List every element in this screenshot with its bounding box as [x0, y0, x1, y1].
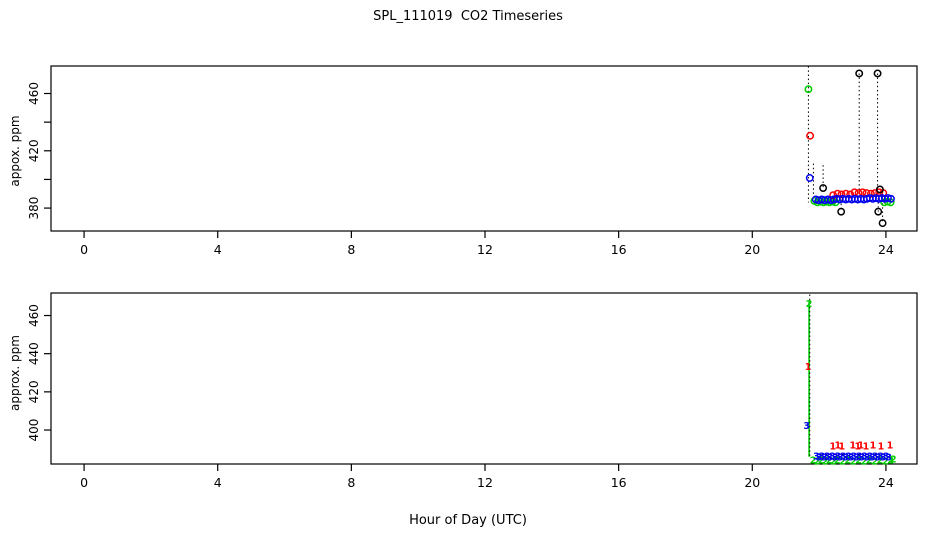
line3-blue-point: 3 [864, 453, 871, 464]
line3-blue-point: 3 [829, 452, 836, 463]
line3-blue-point: 3 [837, 453, 844, 464]
co2-red-point [846, 190, 855, 199]
line3-blue-point: 3 [816, 453, 823, 464]
bottom-panel-x-tick-label: 20 [744, 475, 760, 490]
top-panel-y-tick-label: 420 [27, 139, 41, 162]
line1-red-point: 1 [858, 440, 865, 451]
line2-green-point: 2 [882, 457, 889, 468]
line2-green-point: 2 [850, 457, 857, 468]
bottom-panel-x-tick-label: 16 [611, 475, 627, 490]
line3-blue-point: 3 [856, 452, 863, 463]
bottom-panel-box [50, 292, 918, 465]
line2-green-point: 2 [890, 455, 897, 466]
line1-red-point: 1 [878, 441, 885, 452]
line3-blue-point: 3 [853, 453, 860, 464]
line3-blue-point: 3 [869, 453, 876, 464]
line3-blue-point: 3 [835, 452, 842, 463]
co2-black-point [875, 185, 884, 194]
line3-blue-point: 3 [867, 452, 874, 463]
co2-black-point [878, 219, 887, 228]
line1-red-point: 1 [850, 440, 857, 451]
bottom-panel-x-tick-label: 12 [477, 475, 493, 490]
line3-blue-point: 3 [885, 453, 892, 464]
co2-black-point [819, 184, 828, 192]
bottom-panel-x-tick-label: 24 [878, 475, 894, 490]
line2-green-point: 2 [877, 456, 884, 467]
line3-blue-point: 3 [826, 453, 833, 464]
co2-black-point [855, 69, 864, 78]
co2-red-point [806, 131, 815, 140]
line3-blue-point: 3 [877, 452, 884, 463]
x-axis-label: Hour of Day (UTC) [409, 513, 527, 528]
co2-blue-point [805, 174, 814, 182]
top-panel-x-tick-label: 20 [744, 242, 760, 257]
line2-green-point: 2 [861, 457, 868, 468]
line3-blue-point: 3 [875, 453, 882, 464]
bottom-panel-y-tick-label: 400 [27, 419, 41, 442]
top-panel-x-tick-label: 4 [214, 242, 222, 257]
line1-red-point: 1 [863, 441, 870, 452]
bottom-panel-x-tick-label: 0 [80, 475, 88, 490]
top-panel-x-tick-label: 24 [878, 242, 894, 257]
top-panel-box [50, 65, 918, 232]
line1-red-point: 1 [887, 440, 894, 451]
line2-green-point: 2 [810, 456, 817, 467]
bottom-panel-x-tick-label: 4 [214, 475, 222, 490]
line3-blue-point: 3 [843, 453, 850, 464]
line1-red-point: 1 [805, 362, 812, 373]
co2-red-point [837, 190, 846, 199]
line2-green-point: 2 [814, 457, 821, 468]
top-panel-x-tick-label: 0 [80, 242, 88, 257]
co2-black-point [837, 207, 846, 216]
line1-red-point: 1 [870, 440, 877, 451]
line1-red-point: 1 [855, 441, 862, 452]
line2-green-point: 2 [887, 456, 894, 467]
line2-green-point: 2 [839, 457, 846, 468]
co2-green-point [804, 85, 813, 94]
bottom-panel-y-tick-label: 460 [27, 304, 41, 327]
co2-blue-point [886, 194, 895, 203]
line3-blue-point: 3 [880, 453, 887, 464]
line2-green-point: 2 [845, 456, 852, 467]
line3-blue-point: 3 [851, 452, 858, 463]
bottom-panel-y-tick-label: 420 [27, 380, 41, 403]
top-panel-x-tick-label: 12 [477, 242, 493, 257]
line2-green-point: 2 [830, 457, 837, 468]
line3-blue-point: 3 [818, 452, 825, 463]
top-panel-y-tick-label: 460 [27, 82, 41, 105]
top-panel-x-tick-label: 8 [347, 242, 355, 257]
line2-green-point: 2 [822, 457, 829, 468]
line3-blue-point: 3 [859, 453, 866, 464]
line2-green-point: 2 [818, 456, 825, 467]
line3-blue-point: 3 [813, 452, 820, 463]
bottom-panel-y-tick-label: 440 [27, 342, 41, 365]
line2-green-point: 2 [855, 456, 862, 467]
line1-red-point: 1 [829, 441, 836, 452]
line2-green-point: 2 [866, 456, 873, 467]
line3-blue-point: 3 [861, 452, 868, 463]
line2-green-point: 2 [834, 456, 841, 467]
line1-red-point: 1 [835, 440, 842, 451]
line2-green-point: 2 [871, 457, 878, 468]
line3-blue-point: 3 [824, 452, 831, 463]
co2-black-point [873, 69, 882, 78]
line3-blue-point: 3 [872, 452, 879, 463]
co2-black-point [874, 207, 883, 216]
line3-blue-point: 3 [821, 453, 828, 464]
line3-blue-point: 3 [848, 453, 855, 464]
line2-green-point: 2 [826, 456, 833, 467]
line3-blue-point: 3 [840, 452, 847, 463]
line3-blue-point: 3 [803, 421, 810, 432]
line3-blue-point: 3 [883, 452, 890, 463]
line3-blue-point: 3 [832, 453, 839, 464]
top-panel-x-tick-label: 16 [611, 242, 627, 257]
bottom-panel-x-tick-label: 8 [347, 475, 355, 490]
line1-red-point: 1 [839, 441, 846, 452]
chart-title: SPL_111019 CO2 Timeseries [373, 9, 563, 24]
line2-green-point: 2 [806, 299, 813, 310]
line3-blue-point: 3 [845, 452, 852, 463]
top-panel-y-tick-label: 380 [27, 197, 41, 220]
